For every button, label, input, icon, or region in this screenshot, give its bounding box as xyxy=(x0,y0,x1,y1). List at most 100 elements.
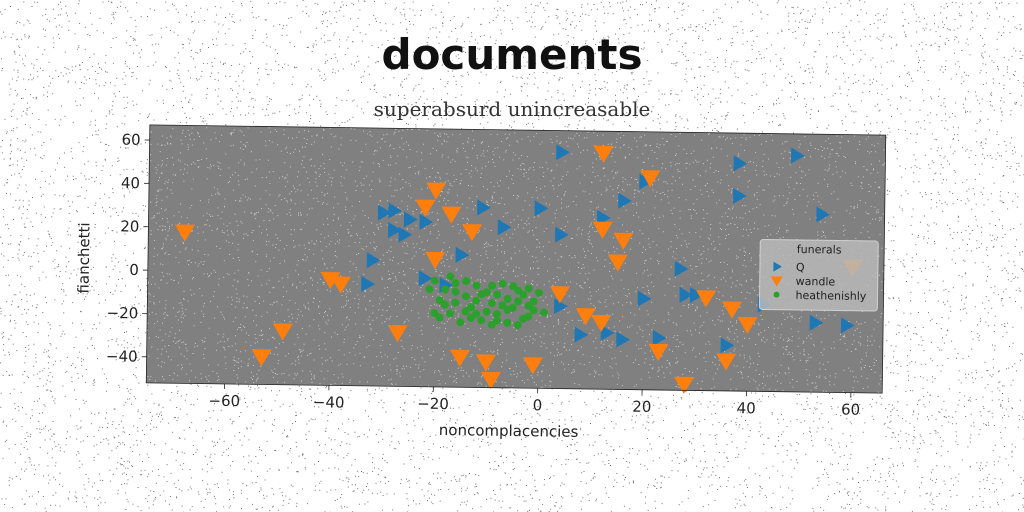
data-point-Q xyxy=(555,226,569,243)
y-tick-label: −40 xyxy=(106,347,138,365)
data-point-Q xyxy=(477,199,491,216)
legend-label-heathenishly: heathenishly xyxy=(795,289,866,303)
x-tick-label: −60 xyxy=(208,392,240,410)
chart-title: documents xyxy=(381,30,643,79)
data-point-heathenishly xyxy=(461,292,470,301)
series-wandle xyxy=(175,145,863,394)
data-point-heathenishly xyxy=(451,287,460,296)
data-point-wandle xyxy=(591,314,612,332)
data-point-heathenishly xyxy=(430,276,439,285)
data-point-Q xyxy=(816,206,831,223)
data-point-wandle xyxy=(425,251,446,269)
data-point-Q xyxy=(554,298,568,315)
data-point-heathenishly xyxy=(539,308,548,317)
data-point-heathenishly xyxy=(451,298,460,307)
data-point-Q xyxy=(809,314,824,331)
data-point-Q xyxy=(720,337,735,354)
data-point-Q xyxy=(674,260,689,277)
legend-marker-wandle xyxy=(770,276,783,287)
y-axis-label: fianchetti xyxy=(74,222,93,293)
data-point-wandle xyxy=(330,276,351,294)
data-point-heathenishly xyxy=(472,309,481,318)
data-point-heathenishly xyxy=(509,282,518,291)
data-point-Q xyxy=(791,147,805,164)
data-point-Q xyxy=(637,290,652,307)
data-point-heathenishly xyxy=(488,281,497,290)
data-point-Q xyxy=(733,187,747,204)
y-tick-label: 40 xyxy=(121,174,140,192)
data-point-wandle xyxy=(613,232,634,250)
x-tick-label: 40 xyxy=(737,399,756,417)
data-point-heathenishly xyxy=(498,279,507,288)
data-point-wandle xyxy=(550,286,571,304)
plot-area xyxy=(146,124,886,394)
data-point-heathenishly xyxy=(477,290,486,299)
data-point-heathenishly xyxy=(503,318,512,327)
data-point-wandle xyxy=(522,357,543,375)
data-point-wandle xyxy=(272,323,293,341)
data-point-Q xyxy=(652,329,667,346)
data-point-wandle xyxy=(251,349,272,367)
y-tick-label: 0 xyxy=(129,261,139,279)
data-point-heathenishly xyxy=(492,310,501,319)
data-point-heathenishly xyxy=(514,297,523,306)
legend-title: funerals xyxy=(797,243,842,257)
data-point-heathenishly xyxy=(498,301,507,310)
plot-frame xyxy=(145,124,887,394)
data-point-heathenishly xyxy=(441,285,450,294)
data-point-heathenishly xyxy=(425,285,434,294)
chart-marks xyxy=(175,144,863,394)
data-point-heathenishly xyxy=(535,288,544,297)
data-point-Q xyxy=(574,326,589,343)
x-tick-label: −40 xyxy=(313,393,345,411)
y-tick-label: 60 xyxy=(121,131,140,149)
legend-label-Q: Q xyxy=(796,261,805,274)
legend-label-wandle: wandle xyxy=(796,275,836,289)
data-point-heathenishly xyxy=(482,307,491,316)
data-point-Q xyxy=(733,155,748,172)
data-point-wandle xyxy=(607,254,628,272)
data-point-heathenishly xyxy=(493,290,502,299)
data-point-heathenishly xyxy=(513,321,522,330)
x-tick-label: 60 xyxy=(841,401,860,419)
data-point-Q xyxy=(616,331,630,348)
series-Q xyxy=(361,144,855,354)
data-point-heathenishly xyxy=(524,284,533,293)
data-point-Q xyxy=(600,324,615,341)
data-point-wandle xyxy=(696,290,717,308)
data-point-heathenishly xyxy=(492,316,501,325)
data-point-heathenishly xyxy=(503,294,512,303)
data-point-Q xyxy=(455,246,470,263)
data-point-heathenishly xyxy=(435,313,444,322)
data-point-wandle xyxy=(575,308,596,326)
data-point-Q xyxy=(377,204,392,221)
data-point-wandle xyxy=(475,354,496,372)
x-tick-label: 0 xyxy=(533,396,543,414)
data-point-heathenishly xyxy=(519,290,528,299)
legend-box xyxy=(758,238,879,312)
data-point-Q xyxy=(556,144,570,161)
data-point-Q xyxy=(366,252,381,269)
series-heathenishly xyxy=(425,272,548,330)
data-point-heathenishly xyxy=(456,318,465,327)
data-point-Q xyxy=(388,222,402,239)
data-point-Q xyxy=(398,226,413,243)
data-point-wandle xyxy=(415,199,436,217)
data-point-heathenishly xyxy=(446,309,455,318)
data-point-wandle xyxy=(592,221,613,239)
data-point-wandle xyxy=(175,224,195,242)
data-point-wandle xyxy=(426,182,447,200)
x-tick-label: −20 xyxy=(417,395,449,413)
data-point-heathenishly xyxy=(472,296,481,305)
data-point-Q xyxy=(403,211,418,228)
data-point-wandle xyxy=(387,325,408,343)
data-point-wandle xyxy=(674,376,695,394)
data-point-heathenishly xyxy=(487,299,496,308)
data-point-wandle xyxy=(737,316,758,335)
data-point-heathenishly xyxy=(524,312,533,321)
data-point-Q xyxy=(388,202,403,219)
data-point-heathenishly xyxy=(477,316,486,325)
data-point-Q xyxy=(639,173,653,190)
x-tick-label: 20 xyxy=(632,398,651,416)
